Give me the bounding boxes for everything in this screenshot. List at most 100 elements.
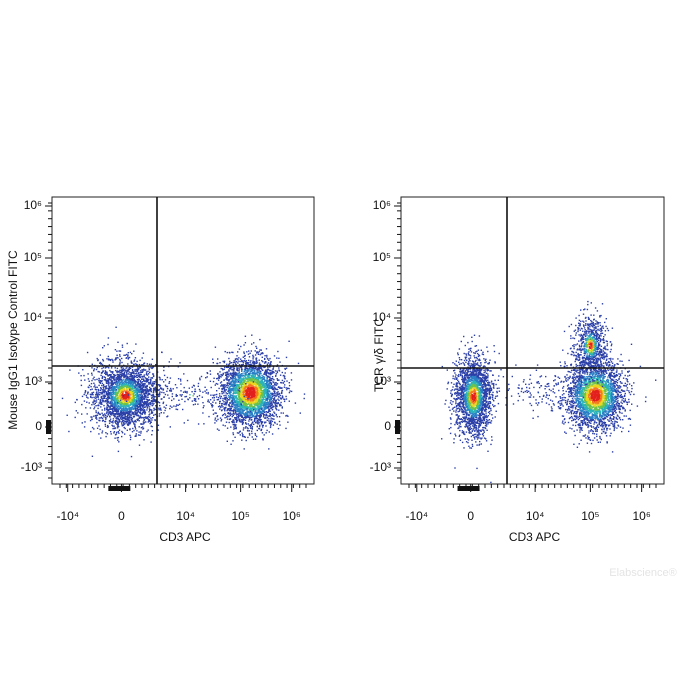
event-dot (256, 414, 258, 416)
event-dot (111, 372, 114, 374)
event-dot (122, 405, 124, 407)
event-dot (137, 405, 139, 407)
event-dot (143, 384, 145, 386)
event-dot (120, 367, 122, 369)
event-dot (106, 373, 108, 376)
event-dot (266, 391, 269, 393)
event-dot (130, 380, 132, 382)
event-dot (249, 405, 251, 408)
event-dot (138, 375, 140, 377)
event-dot (133, 408, 135, 410)
event-dot (111, 389, 113, 392)
event-dot (222, 387, 224, 390)
event-dot (102, 401, 104, 403)
event-dot (232, 361, 234, 364)
event-dot (140, 407, 142, 409)
event-dot (112, 389, 114, 391)
event-dot (219, 382, 222, 384)
event-dot (116, 350, 118, 352)
event-dot (108, 396, 110, 398)
event-dot (133, 423, 135, 425)
event-dot (122, 379, 125, 381)
event-dot (117, 422, 119, 424)
event-dot (143, 403, 146, 406)
event-dot (140, 391, 142, 393)
event-dot (217, 398, 220, 401)
event-dot (234, 392, 236, 395)
event-dot (226, 379, 228, 381)
event-dot (119, 381, 122, 384)
event-dot (226, 378, 228, 380)
event-dot (115, 410, 117, 412)
event-dot (261, 421, 263, 423)
event-dot (114, 388, 117, 391)
event-dot (87, 373, 89, 375)
event-dot (123, 409, 125, 411)
event-dot (150, 421, 152, 423)
event-dot (122, 408, 124, 410)
event-dot (256, 405, 258, 407)
event-dot (257, 377, 260, 380)
event-dot (119, 387, 122, 389)
event-dot (104, 409, 106, 411)
event-dot (149, 420, 151, 422)
event-dot (100, 395, 103, 398)
event-dot (256, 368, 258, 371)
event-dot (212, 362, 214, 364)
event-dot (108, 393, 111, 395)
event-dot (256, 401, 259, 403)
event-dot (116, 381, 118, 383)
event-dot (130, 414, 132, 416)
event-dot (221, 404, 223, 407)
event-dot (125, 408, 127, 410)
event-dot (136, 411, 138, 413)
event-dot (235, 395, 237, 397)
event-dot (107, 391, 109, 393)
event-dot (202, 406, 204, 409)
event-dot (288, 384, 291, 387)
event-dot (118, 383, 121, 385)
event-dot (126, 403, 129, 405)
event-dot (112, 418, 115, 420)
event-dot (106, 371, 108, 373)
event-dot (258, 380, 260, 382)
event-dot (236, 432, 239, 434)
event-dot (234, 375, 236, 378)
event-dot (213, 399, 215, 401)
event-dot (127, 390, 129, 392)
event-dot (232, 403, 234, 405)
event-dot (99, 394, 101, 396)
event-dot (81, 422, 83, 424)
event-dot (115, 399, 117, 401)
event-dot (265, 391, 268, 393)
event-dot (102, 358, 104, 361)
event-dot (235, 389, 237, 392)
event-dot (129, 428, 131, 431)
event-dot (80, 375, 82, 377)
event-dot (125, 404, 128, 407)
event-dot (250, 415, 252, 417)
event-dot (106, 382, 108, 384)
event-dot (89, 389, 92, 391)
event-dot (153, 402, 155, 405)
event-dot (91, 404, 93, 406)
event-dot (109, 374, 112, 376)
event-dot (101, 377, 104, 379)
event-dot (151, 412, 154, 414)
event-dot (103, 345, 105, 347)
event-dot (135, 388, 137, 391)
event-dot (135, 435, 137, 437)
event-dot (244, 413, 246, 415)
event-dot (261, 393, 263, 395)
event-dot (117, 387, 119, 389)
event-dot (251, 427, 253, 429)
event-dot (220, 381, 223, 383)
event-dot (163, 381, 165, 383)
event-dot (115, 390, 117, 392)
event-dot (113, 406, 116, 408)
event-dot (137, 393, 139, 395)
event-dot (217, 418, 219, 421)
event-dot (250, 383, 252, 385)
event-dot (137, 387, 139, 390)
event-dot (108, 410, 110, 412)
